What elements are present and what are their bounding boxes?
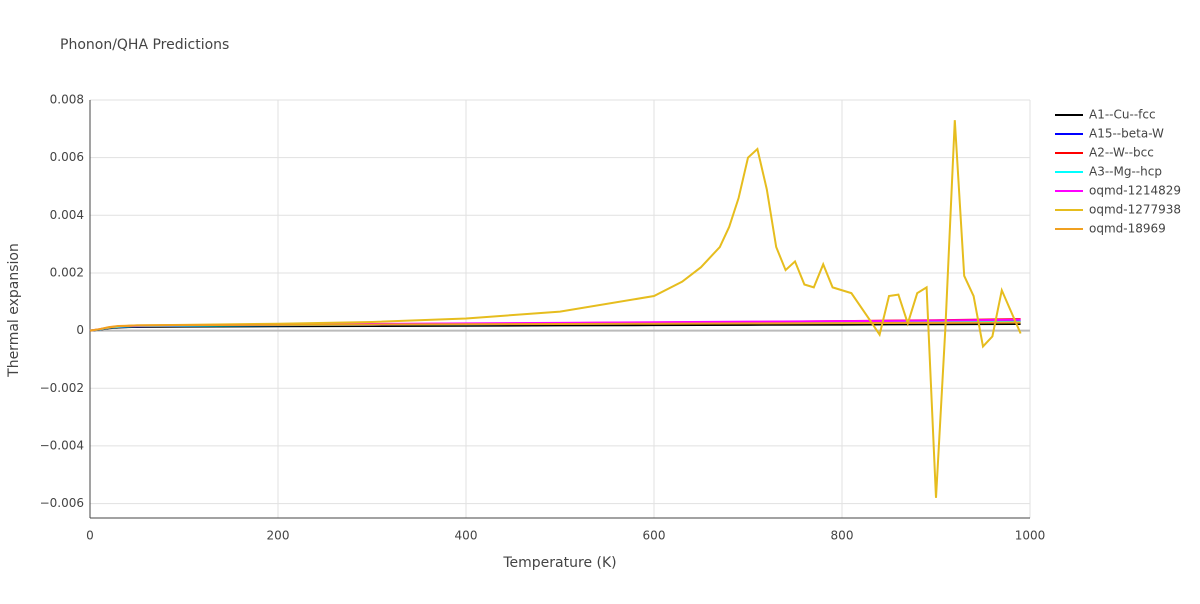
legend-label: oqmd-1277938 (1089, 203, 1181, 217)
y-tick-label: −0.002 (40, 381, 84, 395)
legend-label: A1--Cu--fcc (1089, 108, 1156, 122)
y-axis-title: Thermal expansion (6, 243, 22, 378)
y-tick-label: 0.004 (50, 208, 84, 222)
y-tick-label: 0.006 (50, 150, 84, 164)
legend-label: A2--W--bcc (1089, 146, 1154, 160)
y-tick-label: 0.002 (50, 265, 84, 279)
x-tick-label: 1000 (1015, 529, 1046, 543)
legend-label: A15--beta-W (1089, 127, 1164, 141)
series-line (89, 120, 1022, 498)
chart-title: Phonon/QHA Predictions (60, 37, 229, 53)
y-tick-label: −0.004 (40, 438, 84, 452)
legend-label: oqmd-1214829 (1089, 184, 1181, 198)
legend-label: A3--Mg--hcp (1089, 165, 1162, 179)
series-line (89, 321, 1021, 332)
legend-label: oqmd-18969 (1089, 222, 1166, 236)
x-tick-label: 0 (86, 529, 94, 543)
x-tick-label: 400 (455, 529, 478, 543)
x-tick-label: 200 (267, 529, 290, 543)
x-axis-title: Temperature (K) (502, 555, 616, 571)
x-tick-label: 800 (831, 529, 854, 543)
y-tick-label: 0 (76, 323, 84, 337)
x-tick-label: 600 (643, 529, 666, 543)
y-tick-label: −0.006 (40, 496, 84, 510)
y-tick-label: 0.008 (50, 93, 84, 107)
